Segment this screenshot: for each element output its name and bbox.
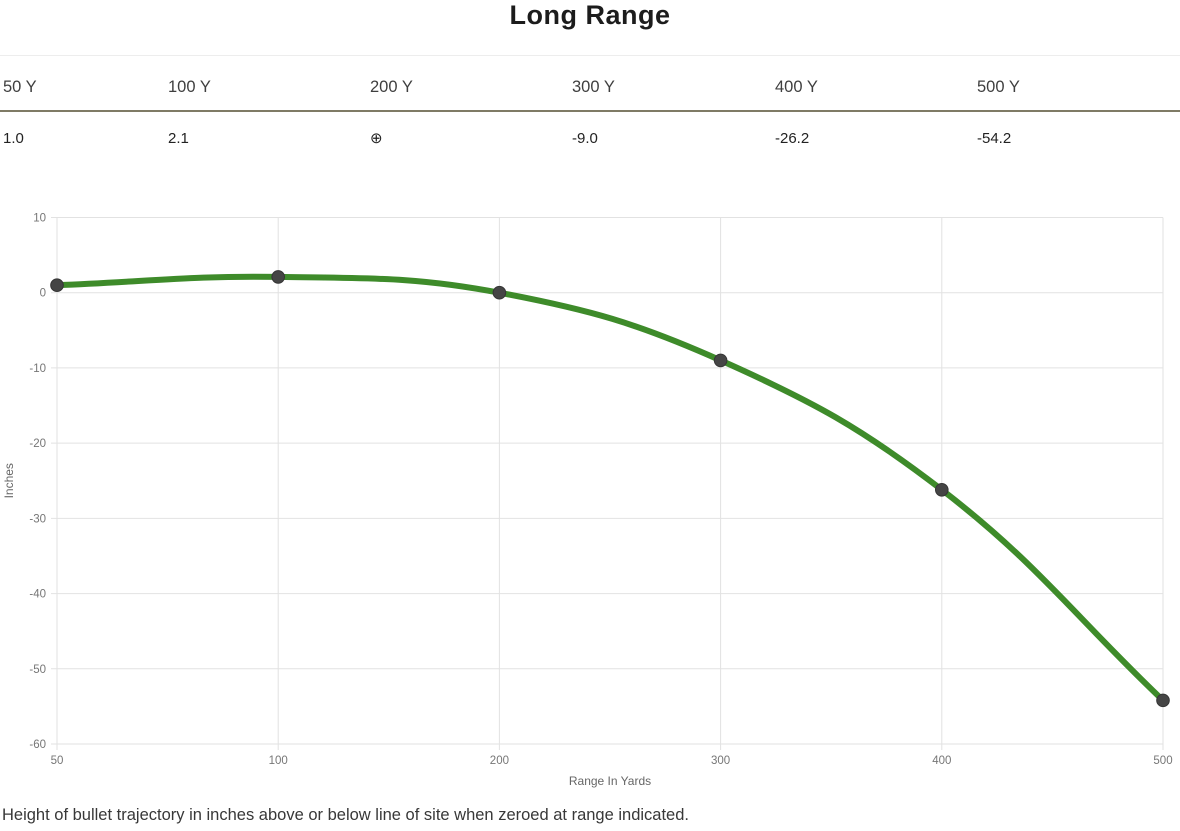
trajectory-value-400y: -26.2 bbox=[775, 129, 810, 147]
y-tick-label: -40 bbox=[29, 589, 46, 601]
table-header-row: 50 Y 100 Y 200 Y 300 Y 400 Y 500 Y bbox=[0, 55, 1180, 112]
data-point-100[interactable] bbox=[271, 270, 286, 284]
y-tick-label: -60 bbox=[29, 739, 46, 751]
data-point-50[interactable] bbox=[50, 278, 64, 292]
chart-grid bbox=[51, 217, 1164, 750]
trajectory-value-300y: -9.0 bbox=[572, 129, 598, 147]
x-tick-label: 50 bbox=[51, 755, 64, 767]
y-axis-label: Inches bbox=[2, 463, 16, 498]
x-tick-label: 400 bbox=[932, 755, 951, 767]
x-tick-label: 100 bbox=[269, 755, 288, 767]
x-tick-label: 200 bbox=[490, 755, 509, 767]
range-header-500y: 500 Y bbox=[974, 55, 1180, 112]
data-point-400[interactable] bbox=[935, 482, 949, 497]
range-header-300y: 300 Y bbox=[569, 55, 772, 112]
trajectory-value-100y: 2.1 bbox=[168, 129, 189, 147]
range-header-400y: 400 Y bbox=[772, 55, 974, 112]
data-point-500[interactable] bbox=[1156, 693, 1170, 708]
range-header-100y: 100 Y bbox=[165, 55, 367, 112]
data-point-300[interactable] bbox=[713, 353, 728, 368]
y-tick-label: -10 bbox=[29, 363, 46, 375]
y-tick-label: 0 bbox=[40, 288, 46, 300]
table-value-row: 1.0 2.1 ⊕ -9.0 -26.2 -54.2 bbox=[0, 111, 1180, 157]
y-tick-label: -30 bbox=[29, 513, 46, 525]
range-header-50y: 50 Y bbox=[0, 55, 165, 112]
zero-crosshair-icon: ⊕ bbox=[370, 130, 383, 147]
x-tick-label: 500 bbox=[1153, 755, 1172, 767]
y-tick-label: 10 bbox=[33, 213, 46, 225]
data-point-200[interactable] bbox=[492, 285, 507, 300]
y-tick-label: -20 bbox=[29, 438, 46, 450]
x-axis-label: Range In Yards bbox=[569, 774, 651, 788]
x-tick-label: 300 bbox=[711, 755, 730, 767]
trajectory-table: 50 Y 100 Y 200 Y 300 Y 400 Y 500 Y 1.0 2… bbox=[0, 55, 1180, 157]
trajectory-value-500y: -54.2 bbox=[977, 129, 1012, 147]
footer-note: Height of bullet trajectory in inches ab… bbox=[2, 806, 689, 824]
data-points bbox=[50, 270, 1170, 708]
y-tick-label: -50 bbox=[29, 664, 46, 676]
range-header-200y: 200 Y bbox=[367, 55, 569, 112]
trajectory-line bbox=[54, 273, 1166, 704]
page-title: Long Range bbox=[509, 0, 671, 30]
trajectory-value-50y: 1.0 bbox=[3, 129, 24, 147]
